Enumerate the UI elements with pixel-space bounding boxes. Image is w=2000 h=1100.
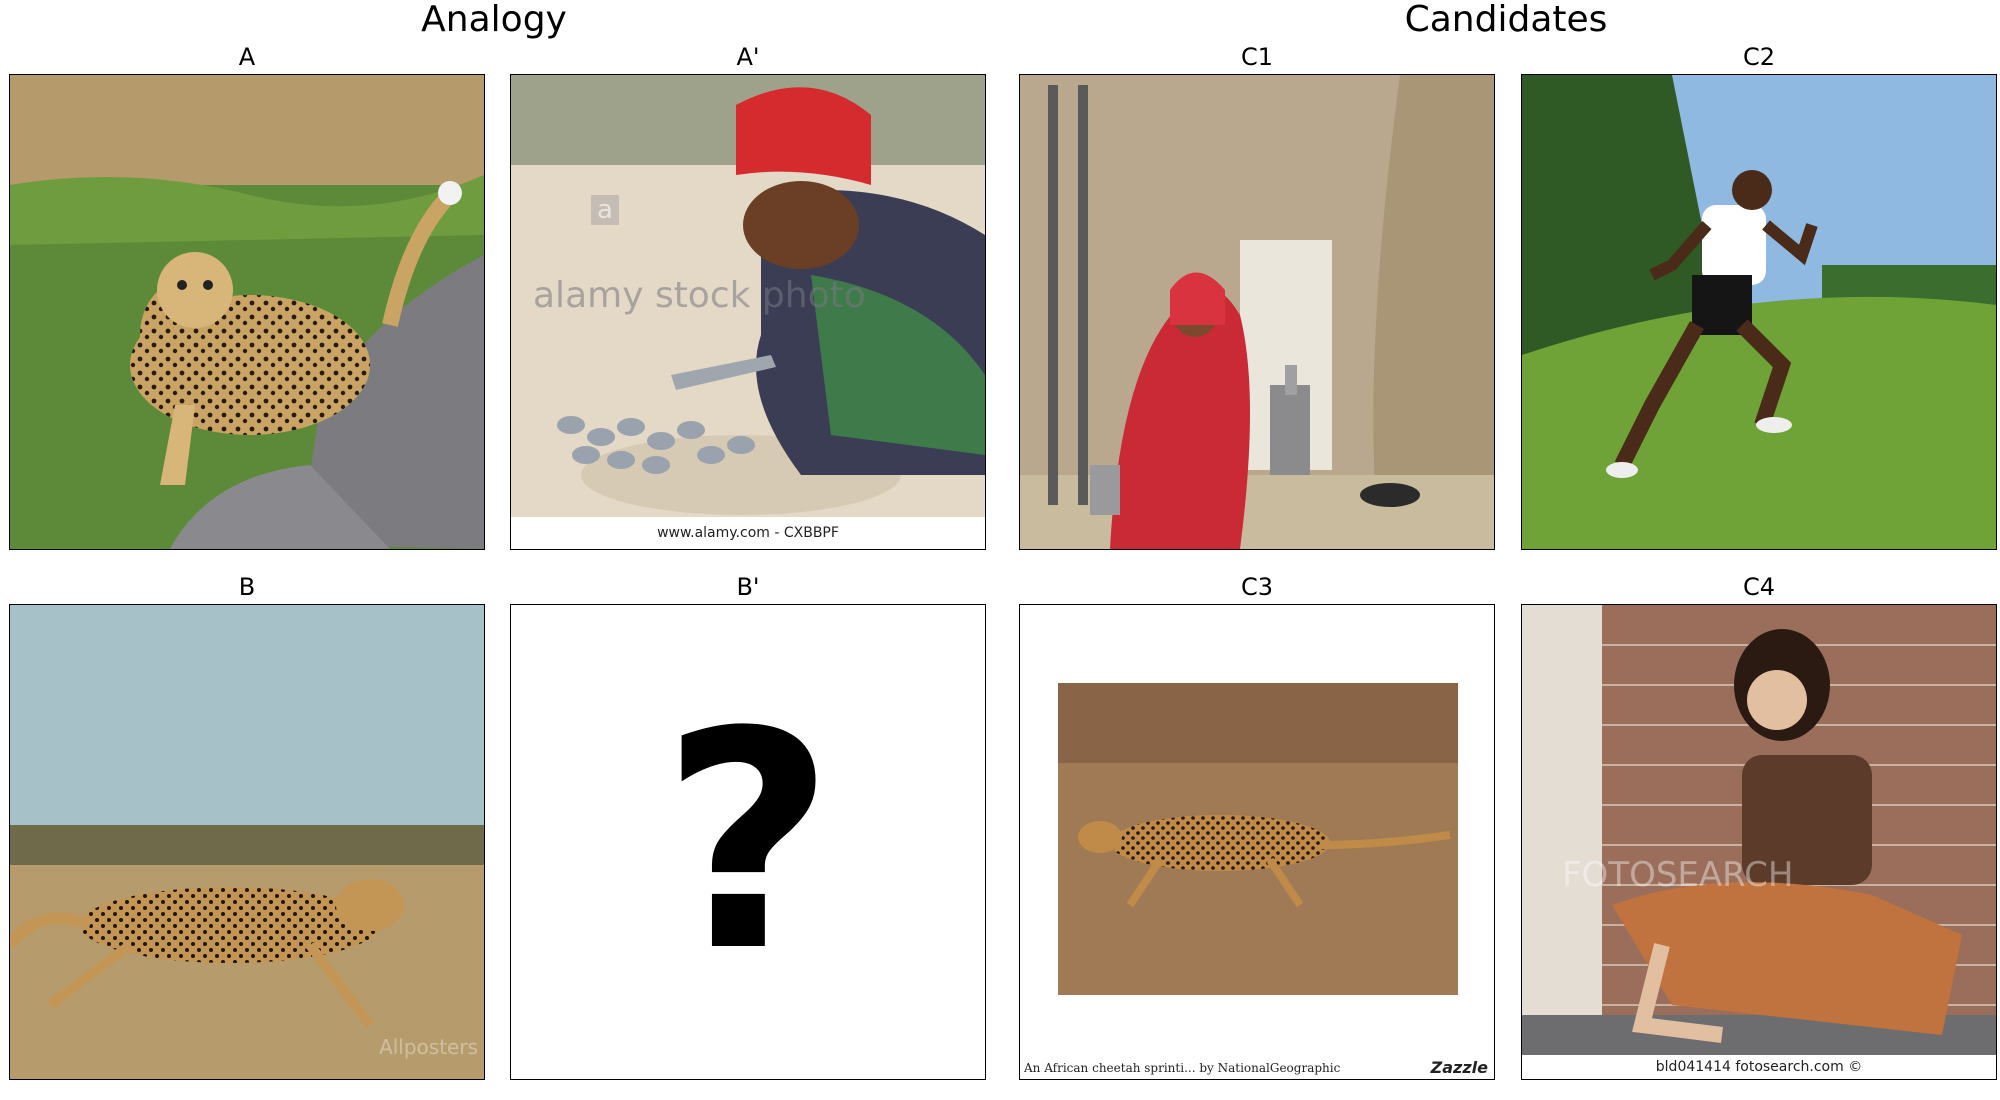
man-running-picture [1522,75,1996,549]
panel-title-b: B [238,573,256,601]
fotosearch-footer: bld041414 fotosearch.com © [1522,1055,1996,1079]
woman-cooking-picture [1020,75,1494,549]
woman-sorting-shells-picture [511,75,985,549]
panel-b-image[interactable]: Allposters [9,604,485,1080]
panel-title-c2: C2 [1742,43,1776,71]
analogy-header: Analogy [421,0,567,40]
watermark-fotosearch: FOTOSEARCH [1562,855,1794,895]
panel-title-b-prime: B' [736,573,760,601]
panel-a-prime-image[interactable]: a alamy stock photo www.alamy.com - CXBB… [510,74,986,550]
panel-a-image[interactable] [9,74,485,550]
woman-crouching-picture [1522,605,1996,1079]
cheetah-running-picture [10,605,484,1079]
panel-title-c1: C1 [1240,43,1274,71]
panel-title-a-prime: A' [736,43,760,71]
watermark-small: a [591,195,619,225]
watermark-alamy: alamy stock photo [533,275,866,316]
panel-title-c3: C3 [1240,573,1274,601]
panel-c4-image[interactable]: FOTOSEARCH bld041414 fotosearch.com © [1521,604,1997,1080]
panel-c1-image[interactable] [1019,74,1495,550]
candidates-header: Candidates [1404,0,1608,40]
watermark-allposters: Allposters [379,1035,478,1059]
panel-title-c4: C4 [1742,573,1776,601]
panel-title-a: A [238,43,256,71]
panel-c2-image[interactable] [1521,74,1997,550]
cheetah-crouching-picture [10,75,484,549]
zazzle-logo: Zazzle [1430,1058,1488,1077]
cheetah-sprinting-picture [1020,605,1494,1079]
alamy-footer: www.alamy.com - CXBBPF [511,517,985,549]
panel-c3-image[interactable]: An African cheetah sprinti... by Nationa… [1019,604,1495,1080]
c3-caption: An African cheetah sprinti... by Nationa… [1024,1061,1341,1075]
panel-b-prime-placeholder[interactable]: ? [510,604,986,1080]
question-mark-icon: ? [660,667,836,1017]
